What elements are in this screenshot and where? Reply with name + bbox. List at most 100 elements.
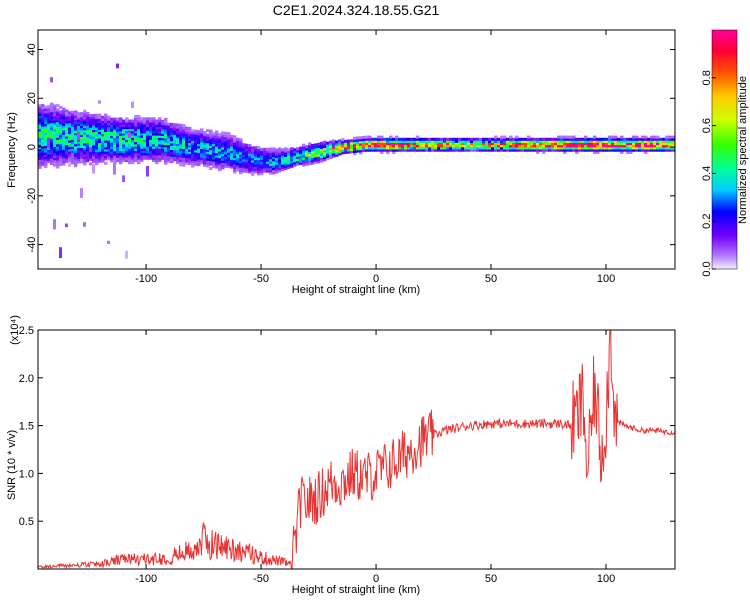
spectrogram-cell — [113, 152, 117, 156]
spectrogram-cell — [191, 155, 195, 159]
spectrogram-cell — [113, 157, 117, 161]
spectrogram-cell — [422, 146, 426, 150]
spectrogram-cell — [662, 144, 666, 148]
spectrogram-cell — [179, 145, 183, 149]
spectrogram-cell — [197, 143, 201, 147]
spectrogram-cell — [542, 148, 546, 152]
spectrogram-cell — [539, 137, 543, 141]
spectrogram-cell — [590, 137, 594, 141]
spectrogram-cell — [119, 161, 123, 165]
spectrogram-cell — [152, 137, 156, 140]
spectrogram-cell — [320, 157, 324, 161]
spectrogram-cell — [281, 168, 285, 172]
spectrogram-cell — [137, 143, 141, 147]
spectrogram-cell — [62, 136, 66, 140]
spectrogram-cell — [38, 152, 42, 156]
spectrogram-cell — [185, 152, 189, 156]
spectrogram-cell — [374, 146, 378, 150]
spectrogram-cell — [107, 150, 111, 154]
spectrogram-cell — [107, 122, 111, 126]
spectrogram-cell — [92, 160, 96, 163]
spectrogram-cell — [140, 121, 144, 125]
spectrogram-cell — [515, 148, 519, 152]
spectrogram-cell — [215, 137, 219, 141]
spectrogram-cell — [38, 117, 42, 121]
spectrogram-cell — [155, 159, 159, 162]
spectrogram-cell — [356, 147, 360, 151]
spectrogram-cell — [113, 139, 117, 143]
spectrogram-cell — [77, 147, 81, 151]
spectrogram-cell — [488, 144, 492, 148]
snr-series-line — [38, 330, 675, 569]
spectrogram-cell — [128, 119, 132, 123]
spectrogram-cell — [38, 104, 42, 108]
spectrogram-cell — [257, 157, 261, 160]
spectrogram-cell — [41, 147, 45, 151]
spectrogram-cell — [644, 150, 648, 154]
spectrogram-cell — [128, 148, 132, 151]
spectrogram-cell — [101, 148, 105, 152]
spectrogram-cell — [521, 137, 525, 141]
spectrogram-cell — [275, 148, 279, 152]
spectrogram-cell — [557, 142, 561, 146]
spectrogram-cell — [53, 128, 57, 132]
spectrogram-cell — [116, 128, 120, 132]
spectrogram-cell — [167, 133, 171, 137]
spectrogram-cell — [80, 116, 84, 120]
spectrogram-cell — [71, 113, 75, 116]
spectrogram-cell — [131, 121, 135, 125]
spectrogram-cell — [104, 122, 108, 126]
spectrogram-cell — [182, 143, 186, 147]
spectrogram-cell — [269, 147, 273, 151]
spectrogram-y-tick-label: 40 — [26, 43, 38, 55]
spectrogram-cell — [74, 156, 78, 160]
spectrogram-cell — [197, 132, 201, 136]
spectrogram-cell — [221, 135, 225, 139]
spectrogram-cell — [170, 136, 174, 140]
spectrogram-cell — [368, 148, 372, 152]
spectrogram-cell — [311, 159, 315, 163]
spectrogram-cell — [38, 119, 42, 123]
spectrogram-cell — [125, 128, 129, 132]
spectrogram-cell — [317, 144, 321, 148]
spectrogram-cell — [203, 150, 207, 154]
spectrogram-cell — [185, 137, 189, 141]
spectrogram-cell — [533, 140, 537, 143]
spectrogram-cell — [50, 159, 54, 163]
spectrogram-x-axis-label: Height of straight line (km) — [292, 284, 420, 296]
spectrogram-cell — [128, 130, 132, 134]
spectrogram-cell — [176, 156, 180, 160]
spectrogram-cell — [104, 117, 108, 121]
spectrogram-cell — [149, 119, 153, 123]
spectrogram-cell — [80, 158, 84, 162]
spectrogram-cell — [173, 132, 177, 135]
spectrogram-cell — [65, 146, 69, 150]
spectrogram-cell — [368, 135, 372, 139]
spectrogram-cell — [410, 140, 414, 143]
spectrogram-cell — [602, 148, 606, 152]
spectrogram-cell — [158, 121, 162, 125]
spectrogram-cell — [65, 159, 69, 163]
spectrogram-cell — [125, 143, 129, 147]
spectrogram-cell — [275, 168, 279, 172]
spectrogram-cell — [449, 142, 453, 146]
spectrogram-cell — [86, 142, 90, 146]
spectrogram-cell — [134, 156, 138, 160]
spectrogram-cell — [371, 144, 375, 148]
spectrogram-cell — [659, 148, 663, 152]
spectrogram-cell — [74, 119, 78, 123]
spectrogram-cell — [50, 111, 54, 115]
spectrogram-cell — [221, 133, 225, 137]
spectrogram-cell — [92, 118, 96, 122]
spectrogram-cell — [71, 124, 75, 127]
spectrogram-cell — [563, 146, 567, 150]
spectrogram-cell — [134, 132, 138, 136]
spectrogram-cell — [182, 163, 186, 167]
spectrogram-cell — [218, 144, 222, 148]
spectrogram-cell — [74, 114, 78, 118]
spectrogram-cell — [80, 129, 84, 133]
spectrogram-cell — [77, 160, 81, 164]
spectrogram-cell — [122, 152, 126, 156]
spectrogram-cell — [74, 130, 78, 134]
spectrogram-cell — [122, 128, 126, 132]
